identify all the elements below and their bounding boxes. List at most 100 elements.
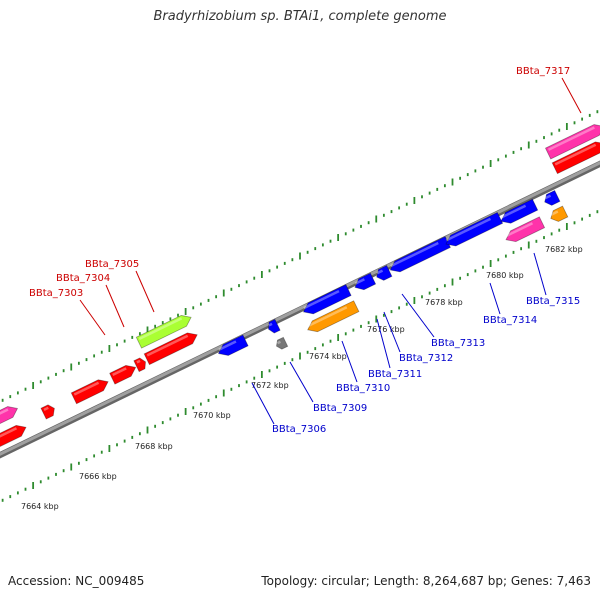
genome-backbone bbox=[0, 160, 600, 459]
gene-label-bbta-7315[interactable]: BBta_7315 bbox=[526, 296, 580, 307]
map-title: Bradyrhizobium sp. BTAi1, complete genom… bbox=[153, 9, 447, 24]
gene-label-bbta-7311[interactable]: BBta_7311 bbox=[368, 369, 422, 380]
gene-label-bbta-7314[interactable]: BBta_7314 bbox=[483, 315, 537, 326]
gene-arrow[interactable] bbox=[551, 138, 600, 175]
gene-label-bbta-7305[interactable]: BBta_7305 bbox=[85, 259, 139, 270]
gene-arrow-body bbox=[0, 406, 19, 428]
gene-features bbox=[0, 121, 600, 451]
backbone-line bbox=[0, 161, 600, 456]
gene-arrow[interactable] bbox=[352, 272, 377, 293]
gene-arrow-highlight bbox=[303, 289, 340, 310]
gene-arrow-highlight bbox=[376, 269, 384, 275]
gene-arrow[interactable] bbox=[266, 318, 281, 334]
gene-arrow-highlight bbox=[73, 381, 100, 396]
gene-arrow-body bbox=[505, 216, 546, 243]
gene-arrow-highlight bbox=[500, 204, 527, 219]
label-leader-line bbox=[341, 340, 358, 383]
gene-arrow-body bbox=[445, 211, 504, 247]
gene-arrow[interactable] bbox=[374, 265, 393, 283]
gene-arrow[interactable] bbox=[503, 216, 546, 245]
gene-label-bbta-7303[interactable]: BBta_7303 bbox=[29, 288, 83, 299]
label-leader-line bbox=[383, 311, 401, 353]
label-leader-line bbox=[135, 270, 155, 313]
gene-arrow-highlight bbox=[544, 194, 552, 200]
gene-arrow[interactable] bbox=[40, 403, 57, 420]
label-leaders bbox=[79, 77, 582, 425]
gene-arrow-highlight bbox=[554, 143, 597, 166]
gene-arrow-highlight bbox=[43, 406, 49, 411]
gene-label-bbta-7317[interactable]: BBta_7317 bbox=[516, 66, 570, 77]
label-leader-line bbox=[401, 293, 435, 338]
gene-arrow-highlight bbox=[218, 340, 237, 351]
gene-label-bbta-7310[interactable]: BBta_7310 bbox=[336, 383, 390, 394]
scale-tick-label: 7674 kbp bbox=[309, 352, 347, 361]
gene-arrow-body bbox=[551, 141, 600, 175]
gene-label-bbta-7304[interactable]: BBta_7304 bbox=[56, 273, 110, 284]
label-leader-line bbox=[533, 252, 547, 296]
gene-arrow-highlight bbox=[0, 408, 9, 419]
gene-label-bbta-7309[interactable]: BBta_7309 bbox=[313, 403, 367, 414]
gene-arrow-highlight bbox=[0, 427, 18, 443]
label-leader-line bbox=[376, 318, 391, 369]
gene-arrow-body bbox=[133, 357, 146, 373]
gene-arrow[interactable] bbox=[133, 356, 148, 373]
scale-dots bbox=[1, 110, 599, 502]
gene-arrow-body bbox=[544, 124, 600, 160]
gene-arrow[interactable] bbox=[388, 236, 451, 276]
gene-label-bbta-7306[interactable]: BBta_7306 bbox=[272, 424, 326, 435]
label-leader-line bbox=[105, 284, 125, 328]
gene-arrow-highlight bbox=[138, 317, 183, 340]
scale-tick-label: 7680 kbp bbox=[486, 271, 524, 280]
gene-arrow-body bbox=[0, 424, 27, 451]
label-leader-line bbox=[561, 77, 582, 114]
scale-tick-label: 7672 kbp bbox=[251, 381, 289, 390]
gene-arrow-body bbox=[550, 205, 569, 222]
gene-arrow-highlight bbox=[268, 322, 273, 327]
gene-arrow-body bbox=[40, 404, 55, 420]
gene-arrow-body bbox=[376, 265, 393, 281]
gene-arrow-highlight bbox=[146, 334, 189, 357]
gene-arrow[interactable] bbox=[0, 422, 29, 451]
topology-text: Topology: circular; Length: 8,264,687 bp… bbox=[261, 574, 591, 588]
label-leader-line bbox=[289, 361, 314, 403]
gene-arrow[interactable] bbox=[301, 284, 352, 318]
gene-arrow[interactable] bbox=[443, 211, 504, 249]
gene-arrow-body bbox=[354, 272, 377, 291]
gene-arrow[interactable] bbox=[216, 334, 249, 359]
gene-arrow-body bbox=[307, 300, 360, 333]
label-leader-line bbox=[489, 282, 501, 315]
scale-tick-labels: 7664 kbp 7666 kbp 7668 kbp 7670 kbp 7672 kbp… bbox=[21, 245, 583, 511]
map-layer: 7664 kbp 7666 kbp 7668 kbp 7670 kbp 7672 kbp… bbox=[0, 66, 600, 511]
gene-arrow-highlight bbox=[445, 217, 492, 242]
gene-arrow-body bbox=[143, 332, 198, 366]
scale-tick-label: 7682 kbp bbox=[545, 245, 583, 254]
gene-arrow[interactable] bbox=[498, 198, 539, 226]
scale-tick-label: 7668 kbp bbox=[135, 442, 173, 451]
gene-arrow[interactable] bbox=[548, 205, 569, 224]
gene-arrow-body bbox=[389, 236, 451, 273]
gene-arrow-highlight bbox=[547, 126, 595, 151]
gene-arrow-body bbox=[544, 190, 561, 206]
gene-arrow[interactable] bbox=[274, 336, 289, 350]
gene-arrow[interactable] bbox=[70, 376, 110, 405]
gene-label-bbta-7312[interactable]: BBta_7312 bbox=[399, 353, 453, 364]
gene-arrow[interactable] bbox=[135, 312, 193, 349]
gene-arrow-highlight bbox=[136, 359, 141, 364]
gene-label-bbta-7313[interactable]: BBta_7313 bbox=[431, 338, 485, 349]
gene-arrow[interactable] bbox=[109, 362, 139, 385]
gene-arrow-highlight bbox=[276, 340, 282, 345]
gene-arrow[interactable] bbox=[0, 403, 20, 428]
gene-arrow-highlight bbox=[505, 222, 534, 238]
gene-arrow[interactable] bbox=[544, 121, 600, 160]
accession-text: Accession: NC_009485 bbox=[8, 574, 145, 588]
gene-arrow[interactable] bbox=[305, 300, 360, 335]
gene-arrow-body bbox=[70, 379, 109, 405]
gene-arrow[interactable] bbox=[542, 190, 561, 208]
scale-tick-label: 7670 kbp bbox=[193, 411, 231, 420]
gene-arrow-highlight bbox=[307, 306, 348, 328]
gene-arrow[interactable] bbox=[143, 329, 200, 366]
gene-arrow-highlight bbox=[354, 278, 365, 285]
gene-arrow-highlight bbox=[112, 367, 127, 377]
gene-arrow-body bbox=[109, 365, 137, 385]
